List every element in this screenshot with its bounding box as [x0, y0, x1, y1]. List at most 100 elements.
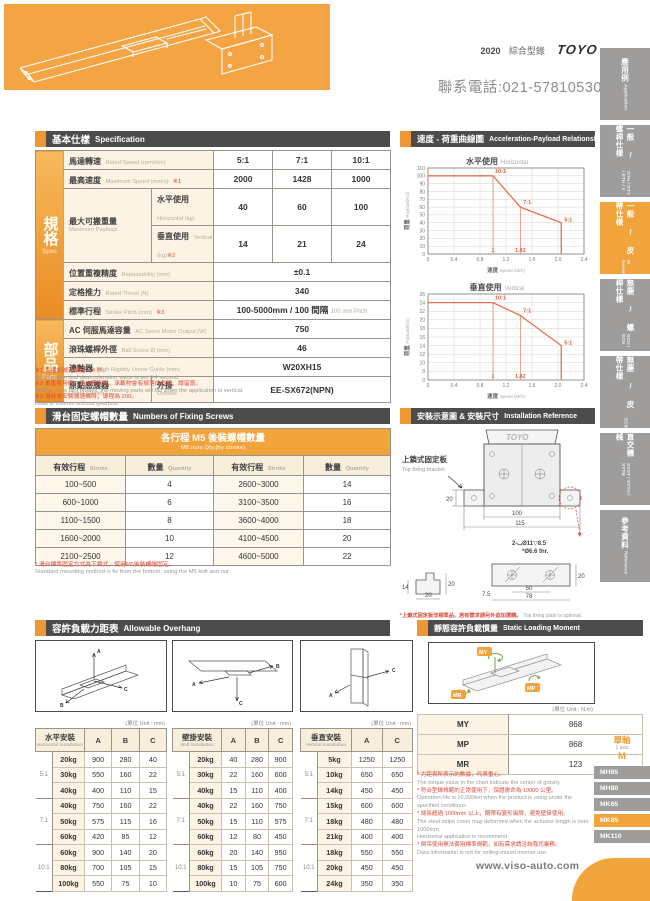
ratio-cell: 5:1 [300, 751, 318, 798]
note-line: The steel stripe cover may deformed when… [417, 818, 589, 833]
row-label: 最高速度 Maximum Speed (mm/s) ※1 [62, 169, 215, 189]
svg-text:100: 100 [417, 174, 426, 180]
payload-cell: 40kg [52, 797, 85, 814]
svg-text:速度 Speed (M/S): 速度 Speed (M/S) [487, 266, 525, 274]
model-button-mk110[interactable]: MK110 [594, 830, 650, 843]
overhang-vertical-column: A C (單位 Unit : mm) 垂直安裝 Vertical Installa… [300, 640, 413, 892]
svg-text:7.5: 7.5 [482, 592, 491, 598]
sidebar-tab-7[interactable]: 參考資料 Reference [600, 510, 650, 582]
sidebar-tab-6[interactable]: 直交機械 XYGT / XYTH / XYTB [600, 433, 650, 505]
brand-logo: TOYO [556, 42, 600, 57]
moment-table: MY 868 MP 868 MR 123 [417, 714, 643, 775]
unit-label: (單位 Unit : mm) [251, 721, 291, 727]
stroke-cell: 4100~4500 [213, 529, 304, 548]
spec-value: 2000 [213, 169, 274, 189]
svg-text:MY: MY [479, 650, 488, 656]
distance-cell: 400 [83, 782, 113, 799]
svg-text:0: 0 [427, 383, 430, 389]
svg-text:0.4: 0.4 [451, 383, 458, 389]
svg-text:B: B [276, 664, 280, 670]
sidebar-tab-4[interactable]: 無塵 / 螺桿仕樣 GCH / ECH [600, 279, 650, 351]
axis-col-header: B [111, 728, 140, 752]
distance-cell: 700 [83, 859, 113, 876]
model-button-mh65[interactable]: MH65 [594, 766, 650, 779]
stroke-cell: 600~1000 [35, 493, 126, 512]
svg-text:70: 70 [419, 197, 425, 203]
sidebar-tabs: 應用例 Application 一般 / 螺桿仕樣 GTH / GTY / ETH /… [600, 48, 650, 587]
distance-cell: 85 [111, 828, 140, 845]
svg-text:10:1: 10:1 [495, 169, 506, 175]
svg-text:14: 14 [419, 343, 425, 349]
col-header-stroke: 有效行程 Stroke [213, 455, 304, 476]
fixing-row: 600~1000 6 3100~3500 16 [35, 493, 392, 512]
spec-value: 21 [272, 225, 333, 263]
distance-cell: 480 [351, 813, 383, 830]
svg-text:20: 20 [446, 497, 453, 503]
catalog-year: 2020 [480, 46, 501, 56]
catalog-label: 綜合型錄 [508, 46, 545, 56]
wall-install-table: 壁掛安裝 Wall Installation A B C 5:1 20kg 40 280 900 3… [171, 728, 293, 892]
tab-label-zh: 應用例 [620, 57, 630, 82]
moment-label: MP [417, 734, 509, 755]
distance-cell: 450 [268, 828, 293, 845]
vertical-usage-chart: 0 0.4 0.8 1.2 1.6 2.0 2.4 8 10 12 14 16 18 20 22 24 26 0 1… [403, 292, 588, 400]
svg-text:1.2: 1.2 [503, 257, 510, 263]
payload-cell: 80kg [188, 859, 223, 876]
sidebar-tab-1[interactable]: 應用例 Application [600, 48, 650, 120]
stroke-cell: 1100~1500 [35, 511, 126, 530]
unit-label: (單位 Unit : mm) [371, 721, 411, 727]
distance-cell: 15 [138, 782, 168, 799]
svg-text:30: 30 [419, 228, 425, 234]
distance-cell: 575 [268, 813, 293, 830]
tab-label-zh: 無塵 / 螺桿仕樣 [615, 279, 635, 332]
fixing-banner: 各行程 M5 後裝螺帽數量 M5 nuts Qty.(by stroke) [34, 428, 392, 456]
svg-text:0.8: 0.8 [477, 383, 484, 389]
moment-notes: * 力距表所表示的數據，代表重心。 The torque value in the… [417, 772, 593, 858]
distance-cell: 140 [244, 844, 270, 861]
moment-diagram-box: MY MP MR [428, 642, 595, 704]
payload-cell: 14kg [317, 782, 352, 799]
horizontal-install-diagram: A C B [35, 640, 167, 712]
qty-cell: 18 [302, 511, 392, 530]
distance-cell: 750 [268, 797, 293, 814]
overhang-row: 50kg 15 110 575 [173, 813, 293, 830]
moment-value: 868 [508, 714, 643, 735]
payload-cell: 20kg [188, 751, 223, 768]
sidebar-tab-3[interactable]: 一般 / 皮帶仕樣 M Series [600, 202, 650, 274]
distance-cell: 350 [351, 875, 383, 892]
unit-label: (單位 Unit : mm) [125, 721, 165, 727]
model-button-mk65[interactable]: MK65 [594, 798, 650, 811]
orange-square-icon [400, 408, 411, 424]
svg-text:MR: MR [453, 693, 462, 699]
sidebar-tab-5[interactable]: 無塵 / 皮帶仕樣 ECB [600, 356, 650, 428]
overhang-row: 7:1 40kg 22 160 750 [172, 797, 293, 845]
tab-label-zh: 無塵 / 皮帶仕樣 [615, 356, 635, 409]
distance-cell: 900 [268, 751, 293, 768]
svg-text:10:1: 10:1 [495, 296, 506, 302]
svg-text:上鎖式固定板: 上鎖式固定板 [402, 454, 447, 464]
sidebar-tab-2[interactable]: 一般 / 螺桿仕樣 GTH / GTY / ETH / Y [600, 125, 650, 197]
note-line: * 倒吊使用無法套用標準規範，如有需求請洽詢我司業務。 [417, 842, 561, 849]
orange-square-icon [400, 131, 411, 147]
model-button-mk85[interactable]: MK85 [594, 814, 650, 827]
svg-text:1.42: 1.42 [515, 248, 526, 254]
distance-cell: 75 [244, 875, 270, 892]
orange-square-icon [35, 131, 46, 147]
payload-cell: 18kg [317, 844, 352, 861]
ratio-cell: 10:1 [300, 844, 318, 891]
distance-cell: 600 [351, 797, 383, 814]
distance-cell: 110 [244, 813, 270, 830]
model-button-mh80[interactable]: MH80 [594, 782, 650, 795]
ratio-cell: 7:1 [35, 797, 53, 845]
fixing-row: 1600~2000 10 4100~4500 20 [35, 529, 392, 548]
distance-cell: 160 [111, 766, 140, 783]
tab-label-en: GTH / GTY / ETH / Y [620, 171, 630, 196]
overhang-row: 40kg 15 110 400 [173, 782, 293, 799]
stroke-cell: 3600~4000 [213, 511, 304, 530]
vertical-install-table: 垂直安裝 Vertical Installation A C 5:1 5kg 1250 125… [300, 728, 413, 892]
svg-text:C: C [124, 687, 128, 693]
fixing-row: 2100~2500 12 4600~5000 22 [35, 547, 392, 566]
svg-text:16: 16 [419, 335, 425, 341]
charts-section-header: 速度 - 荷重曲線圖 Acceleration-Payload Relations… [400, 131, 595, 147]
distance-cell: 400 [351, 828, 383, 845]
